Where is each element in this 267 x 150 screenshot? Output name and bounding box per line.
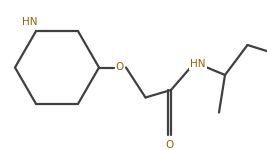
Text: O: O (116, 63, 124, 72)
Text: O: O (165, 141, 174, 150)
Text: HN: HN (190, 60, 206, 69)
Text: HN: HN (22, 17, 38, 27)
